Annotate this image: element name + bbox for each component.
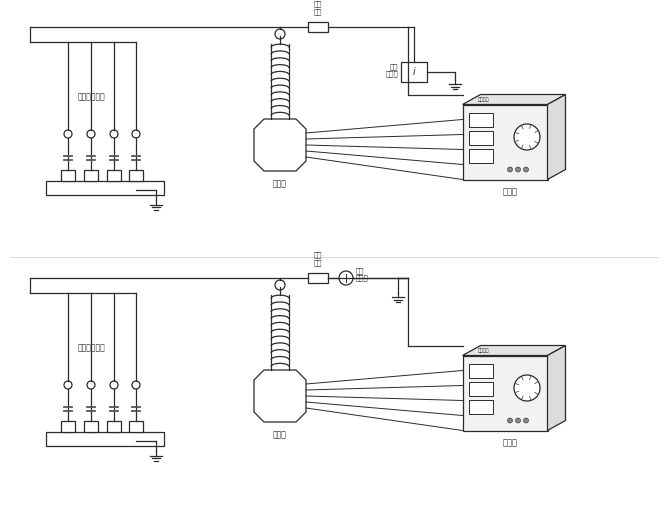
Bar xyxy=(462,105,548,180)
Text: 升压器: 升压器 xyxy=(273,430,287,440)
Bar xyxy=(107,421,121,432)
Bar xyxy=(468,131,492,145)
Polygon shape xyxy=(254,119,306,171)
Text: 限流
电阻: 限流 电阻 xyxy=(314,1,322,15)
Bar xyxy=(308,22,328,32)
Bar xyxy=(46,432,164,446)
Polygon shape xyxy=(548,94,566,180)
Text: 交流
毫安表: 交流 毫安表 xyxy=(356,267,369,281)
Circle shape xyxy=(87,130,95,138)
Circle shape xyxy=(508,167,512,172)
Text: 过电压保护器: 过电压保护器 xyxy=(78,92,106,102)
Bar xyxy=(308,273,328,283)
Polygon shape xyxy=(548,345,566,430)
Circle shape xyxy=(508,418,512,423)
Bar xyxy=(468,382,492,396)
Circle shape xyxy=(275,280,285,290)
Text: 交流
毫安表: 交流 毫安表 xyxy=(385,63,398,77)
Circle shape xyxy=(110,130,118,138)
Text: 过电压保护器: 过电压保护器 xyxy=(78,344,106,352)
Circle shape xyxy=(64,381,72,389)
Bar xyxy=(61,170,75,181)
Circle shape xyxy=(87,381,95,389)
Circle shape xyxy=(514,124,540,150)
Text: 升压器: 升压器 xyxy=(273,180,287,188)
Bar xyxy=(468,364,492,378)
Circle shape xyxy=(110,381,118,389)
Bar xyxy=(129,170,143,181)
Bar xyxy=(462,356,548,430)
Circle shape xyxy=(524,418,528,423)
Bar xyxy=(61,421,75,432)
Bar xyxy=(468,113,492,127)
Circle shape xyxy=(516,418,520,423)
Text: i: i xyxy=(413,67,415,77)
Circle shape xyxy=(64,130,72,138)
Polygon shape xyxy=(462,345,566,356)
Bar xyxy=(84,421,98,432)
Bar xyxy=(129,421,143,432)
Bar xyxy=(84,170,98,181)
Text: 限流
电阻: 限流 电阻 xyxy=(314,252,322,266)
Circle shape xyxy=(524,167,528,172)
Circle shape xyxy=(132,130,140,138)
Text: 调压器: 调压器 xyxy=(502,187,518,196)
Bar xyxy=(107,170,121,181)
Text: 输出调节: 输出调节 xyxy=(478,348,490,353)
Polygon shape xyxy=(254,370,306,422)
Polygon shape xyxy=(462,94,566,105)
Circle shape xyxy=(275,29,285,39)
Bar xyxy=(468,400,492,414)
Bar xyxy=(46,181,164,195)
Circle shape xyxy=(514,375,540,401)
Bar xyxy=(401,62,427,82)
Bar xyxy=(468,149,492,163)
Text: 输出调节: 输出调节 xyxy=(478,97,490,102)
Circle shape xyxy=(516,167,520,172)
Text: 调压器: 调压器 xyxy=(502,439,518,447)
Circle shape xyxy=(339,271,353,285)
Circle shape xyxy=(132,381,140,389)
